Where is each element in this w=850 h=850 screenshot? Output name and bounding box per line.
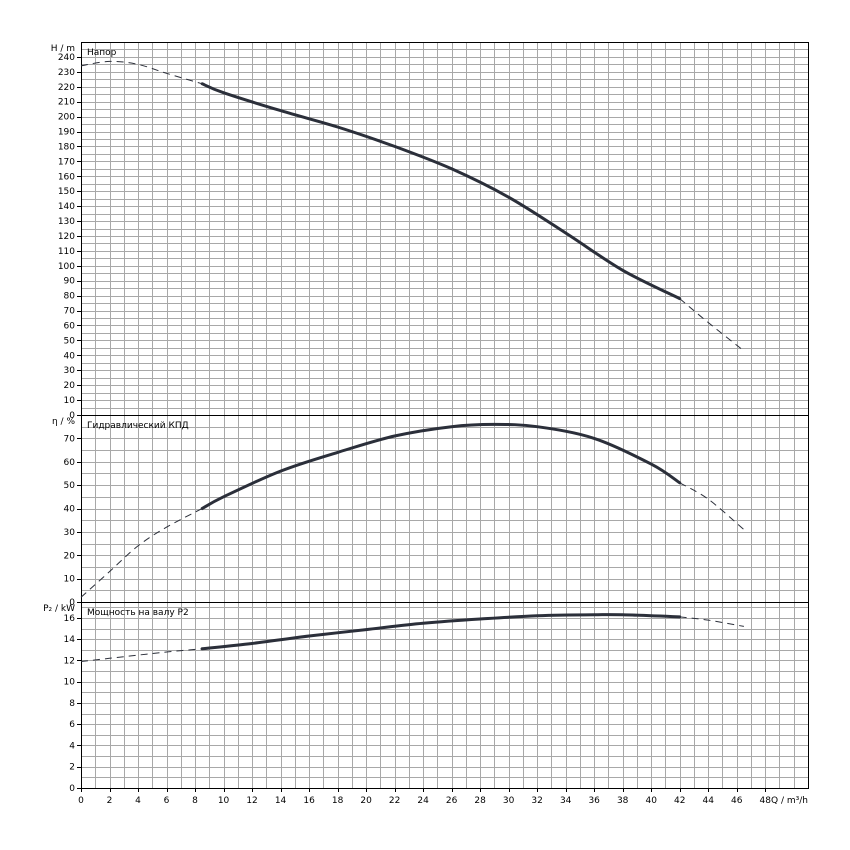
x-tick-label: 0 <box>78 796 84 806</box>
curve-line-solid <box>200 613 682 651</box>
x-tick-label: 4 <box>135 796 141 806</box>
x-tick-label: 20 <box>360 796 372 806</box>
y-tick-label: 0 <box>69 598 75 608</box>
curve-line-dashed <box>679 482 745 530</box>
y-tick-label: 6 <box>69 720 75 730</box>
y-tick-label: 8 <box>69 699 75 709</box>
y-tick-label: 100 <box>58 262 75 272</box>
y-tick-label: 60 <box>64 321 76 331</box>
y-tick-label: 30 <box>64 528 76 538</box>
curve-line-dashed <box>80 648 203 662</box>
y-axis-label: η / % <box>52 417 75 427</box>
y-tick-label: 80 <box>64 292 76 302</box>
y-tick-label: 210 <box>58 98 75 108</box>
x-tick-label: 36 <box>588 796 600 806</box>
x-tick-label: 24 <box>417 796 429 806</box>
y-tick-label: 120 <box>58 232 75 242</box>
x-tick-label: 48 <box>760 796 772 806</box>
x-tick-label: 28 <box>474 796 486 806</box>
y-tick-label: 50 <box>64 481 76 491</box>
y-tick-label: 150 <box>58 187 75 197</box>
panel-title: Напор <box>87 48 117 58</box>
y-tick-label: 200 <box>58 113 75 123</box>
curve-line-dashed <box>80 60 203 85</box>
y-tick-label: 10 <box>64 575 76 585</box>
y-tick-label: 12 <box>64 656 75 666</box>
y-tick-label: 30 <box>64 366 76 376</box>
y-tick-label: 40 <box>64 505 76 515</box>
y-tick-label: 20 <box>64 381 76 391</box>
x-tick-label: 42 <box>674 796 685 806</box>
y-tick-label: 40 <box>64 351 76 361</box>
y-tick-label: 60 <box>64 458 76 468</box>
curve-line-dashed <box>679 298 745 352</box>
x-tick-label: 22 <box>389 796 400 806</box>
y-tick-label: 16 <box>64 614 76 624</box>
y-tick-label: 190 <box>58 128 75 138</box>
y-tick-label: 240 <box>58 53 75 63</box>
label-layer: 0102030405060708090100110120130140150160… <box>43 44 808 806</box>
y-tick-label: 70 <box>64 434 76 444</box>
x-tick-label: 34 <box>560 796 572 806</box>
x-tick-label: 32 <box>531 796 542 806</box>
x-tick-label: 40 <box>645 796 657 806</box>
curve-line-dashed <box>679 616 744 627</box>
y-tick-label: 0 <box>69 784 75 794</box>
curve-line-dashed <box>80 508 203 598</box>
curve-line-solid <box>200 422 682 510</box>
x-tick-label: 30 <box>503 796 515 806</box>
y-tick-label: 70 <box>64 307 76 317</box>
x-tick-label: 18 <box>332 796 344 806</box>
panel-title: Гидравлический КПД <box>87 421 189 431</box>
panel-title: Мощность на валу P2 <box>87 608 189 618</box>
y-tick-label: 50 <box>64 336 76 346</box>
x-tick-label: 8 <box>192 796 198 806</box>
x-tick-label: 6 <box>164 796 170 806</box>
x-tick-label: 44 <box>702 796 714 806</box>
x-tick-label: 38 <box>617 796 629 806</box>
y-tick-label: 220 <box>58 83 75 93</box>
y-tick-label: 20 <box>64 551 76 561</box>
y-tick-label: 140 <box>58 202 75 212</box>
y-tick-label: 10 <box>64 678 76 688</box>
x-axis-label: Q / m³/h <box>771 796 808 806</box>
x-tick-label: 26 <box>446 796 458 806</box>
y-tick-label: 90 <box>64 277 76 287</box>
y-tick-label: 10 <box>64 396 76 406</box>
curve-line-solid <box>200 82 682 301</box>
y-tick-label: 14 <box>64 635 76 645</box>
y-tick-label: 160 <box>58 172 75 182</box>
frame-layer <box>77 42 809 792</box>
y-tick-label: 2 <box>69 763 75 773</box>
curve-layer <box>80 60 745 662</box>
x-tick-label: 14 <box>275 796 287 806</box>
x-tick-label: 2 <box>107 796 113 806</box>
y-tick-label: 230 <box>58 68 75 78</box>
y-tick-label: 110 <box>58 247 75 257</box>
y-tick-label: 4 <box>69 741 75 751</box>
x-tick-label: 12 <box>246 796 257 806</box>
x-tick-label: 16 <box>303 796 315 806</box>
y-tick-label: 0 <box>69 411 75 421</box>
x-tick-label: 46 <box>731 796 743 806</box>
y-axis-label: H / m <box>51 44 75 54</box>
y-tick-label: 180 <box>58 142 75 152</box>
y-axis-label: P₂ / kW <box>43 604 75 614</box>
x-tick-label: 10 <box>218 796 230 806</box>
y-tick-label: 130 <box>58 217 75 227</box>
y-tick-label: 170 <box>58 157 75 167</box>
